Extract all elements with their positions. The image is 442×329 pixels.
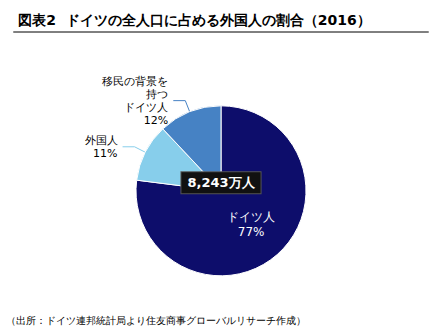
svg-text:12%: 12% bbox=[144, 114, 168, 127]
svg-text:（出所：ドイツ連邦統計局より住友商事グローバルリサーチ作成）: （出所：ドイツ連邦統計局より住友商事グローバルリサーチ作成） bbox=[6, 315, 306, 326]
svg-text:ドイツ人: ドイツ人 bbox=[227, 210, 275, 224]
svg-text:持つ: 持つ bbox=[146, 88, 168, 101]
svg-text:移民の背景を: 移民の背景を bbox=[102, 75, 168, 88]
svg-text:外国人: 外国人 bbox=[85, 134, 118, 147]
svg-text:11%: 11% bbox=[93, 147, 117, 160]
svg-text:図表2 ドイツの全人口に占める外国人の割合（2016）: 図表2 ドイツの全人口に占める外国人の割合（2016） bbox=[18, 12, 370, 28]
svg-text:8,243万人: 8,243万人 bbox=[187, 175, 255, 190]
svg-text:77%: 77% bbox=[238, 225, 265, 239]
svg-text:ドイツ人: ドイツ人 bbox=[124, 101, 168, 114]
